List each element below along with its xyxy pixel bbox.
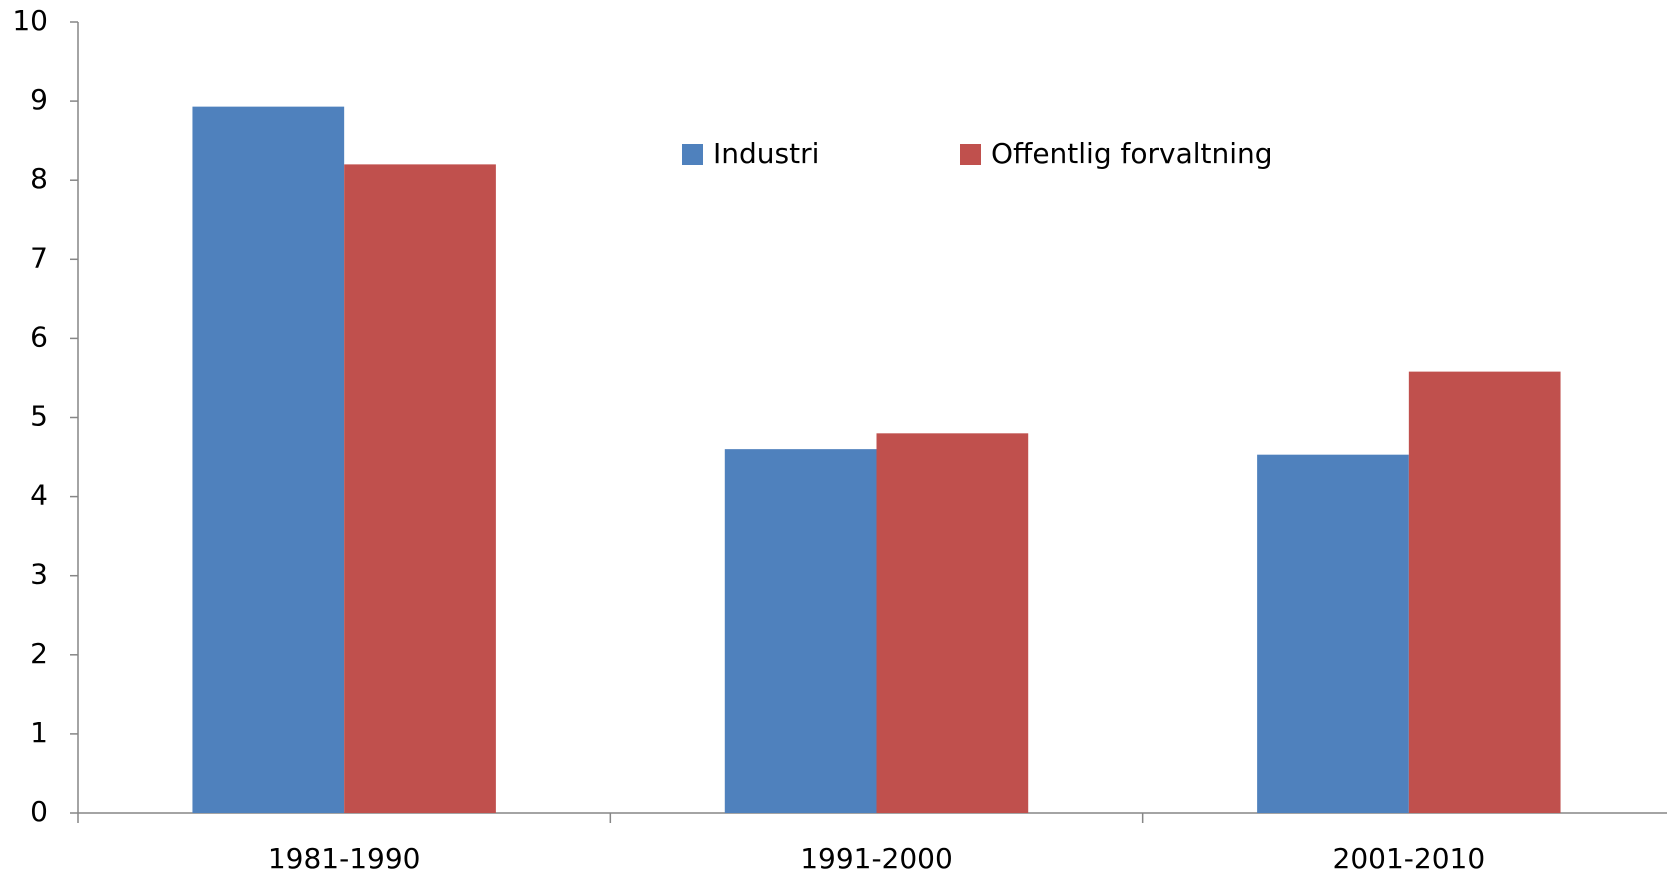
y-tick-label: 4 [30, 479, 48, 512]
y-tick-label: 1 [30, 716, 48, 749]
bar [1408, 371, 1561, 813]
bar [192, 106, 345, 813]
bar [1257, 454, 1409, 813]
y-tick-label: 9 [30, 83, 48, 116]
legend-label: Industri [713, 137, 819, 170]
y-tick-label: 8 [30, 162, 48, 195]
legend-swatch [682, 144, 703, 165]
y-tick-label: 10 [12, 4, 48, 37]
x-tick-label: 1991-2000 [800, 842, 953, 873]
y-tick-label: 7 [30, 241, 48, 274]
bar [724, 449, 877, 813]
legend-label: Offentlig forvaltning [991, 137, 1273, 170]
bar [876, 433, 1029, 813]
y-tick-label: 6 [30, 320, 48, 353]
y-tick-label: 5 [30, 400, 48, 433]
y-tick-label: 0 [30, 795, 48, 828]
x-tick-label: 2001-2010 [1333, 842, 1486, 873]
y-tick-label: 3 [30, 558, 48, 591]
legend-swatch [960, 144, 981, 165]
y-tick-label: 2 [30, 637, 48, 670]
bar [344, 164, 496, 813]
x-tick-label: 1981-1990 [268, 842, 421, 873]
